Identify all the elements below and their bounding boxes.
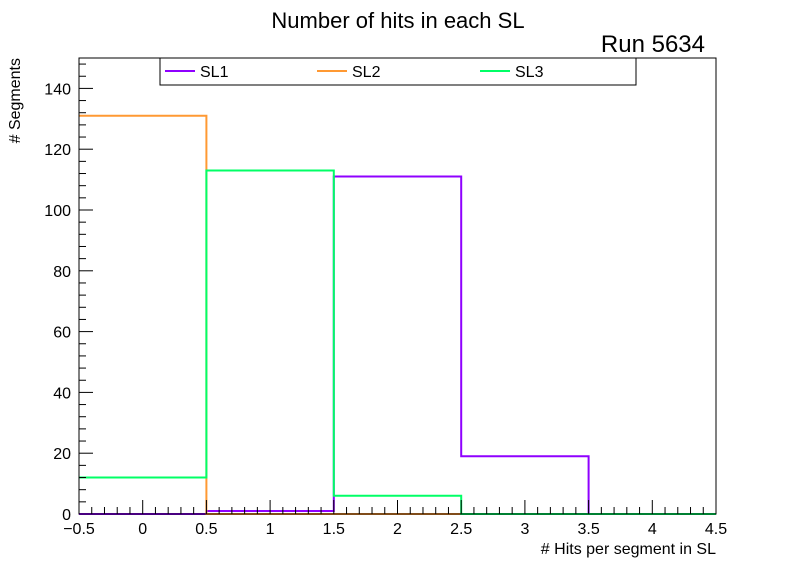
legend-label-sl1: SL1 (200, 64, 229, 81)
x-tick-label: 0 (138, 521, 147, 538)
x-tick-label: 3.5 (577, 521, 599, 538)
legend-label-sl3: SL3 (515, 64, 544, 81)
legend: SL1 SL2 SL3 (159, 57, 637, 86)
x-tick-label: 1 (266, 521, 275, 538)
run-annotation: Run 5634 (601, 31, 705, 58)
y-tick-label: 20 (53, 446, 71, 463)
series-sl2-line (79, 114, 716, 515)
y-tick-label: 80 (53, 264, 71, 281)
y-tick-label: 120 (44, 142, 71, 159)
y-tick-label: 60 (53, 325, 71, 342)
legend-label-sl2: SL2 (352, 64, 381, 81)
x-axis-label: # Hits per segment in SL (541, 541, 716, 558)
x-tick-label: 3 (520, 521, 529, 538)
chart-title: Number of hits in each SL (271, 8, 524, 33)
series-sl3-line (79, 169, 716, 515)
legend-box (159, 57, 637, 86)
x-tick-label: 4 (648, 521, 657, 538)
x-tick-label: 1.5 (323, 521, 345, 538)
x-tick-label: 2.5 (450, 521, 472, 538)
x-tick-label: 4.5 (705, 521, 727, 538)
y-tick-label: 40 (53, 385, 71, 402)
y-tick-label: 100 (44, 203, 71, 220)
plot-frame (78, 57, 717, 515)
y-tick-label: 140 (44, 81, 71, 98)
series-sl1-line (79, 175, 716, 515)
x-tick-label: 2 (393, 521, 402, 538)
y-tick-label: 0 (62, 507, 71, 524)
x-tick-label: 0.5 (195, 521, 217, 538)
x-tick-label: −0.5 (63, 521, 95, 538)
y-axis-label: # Segments (7, 58, 24, 143)
